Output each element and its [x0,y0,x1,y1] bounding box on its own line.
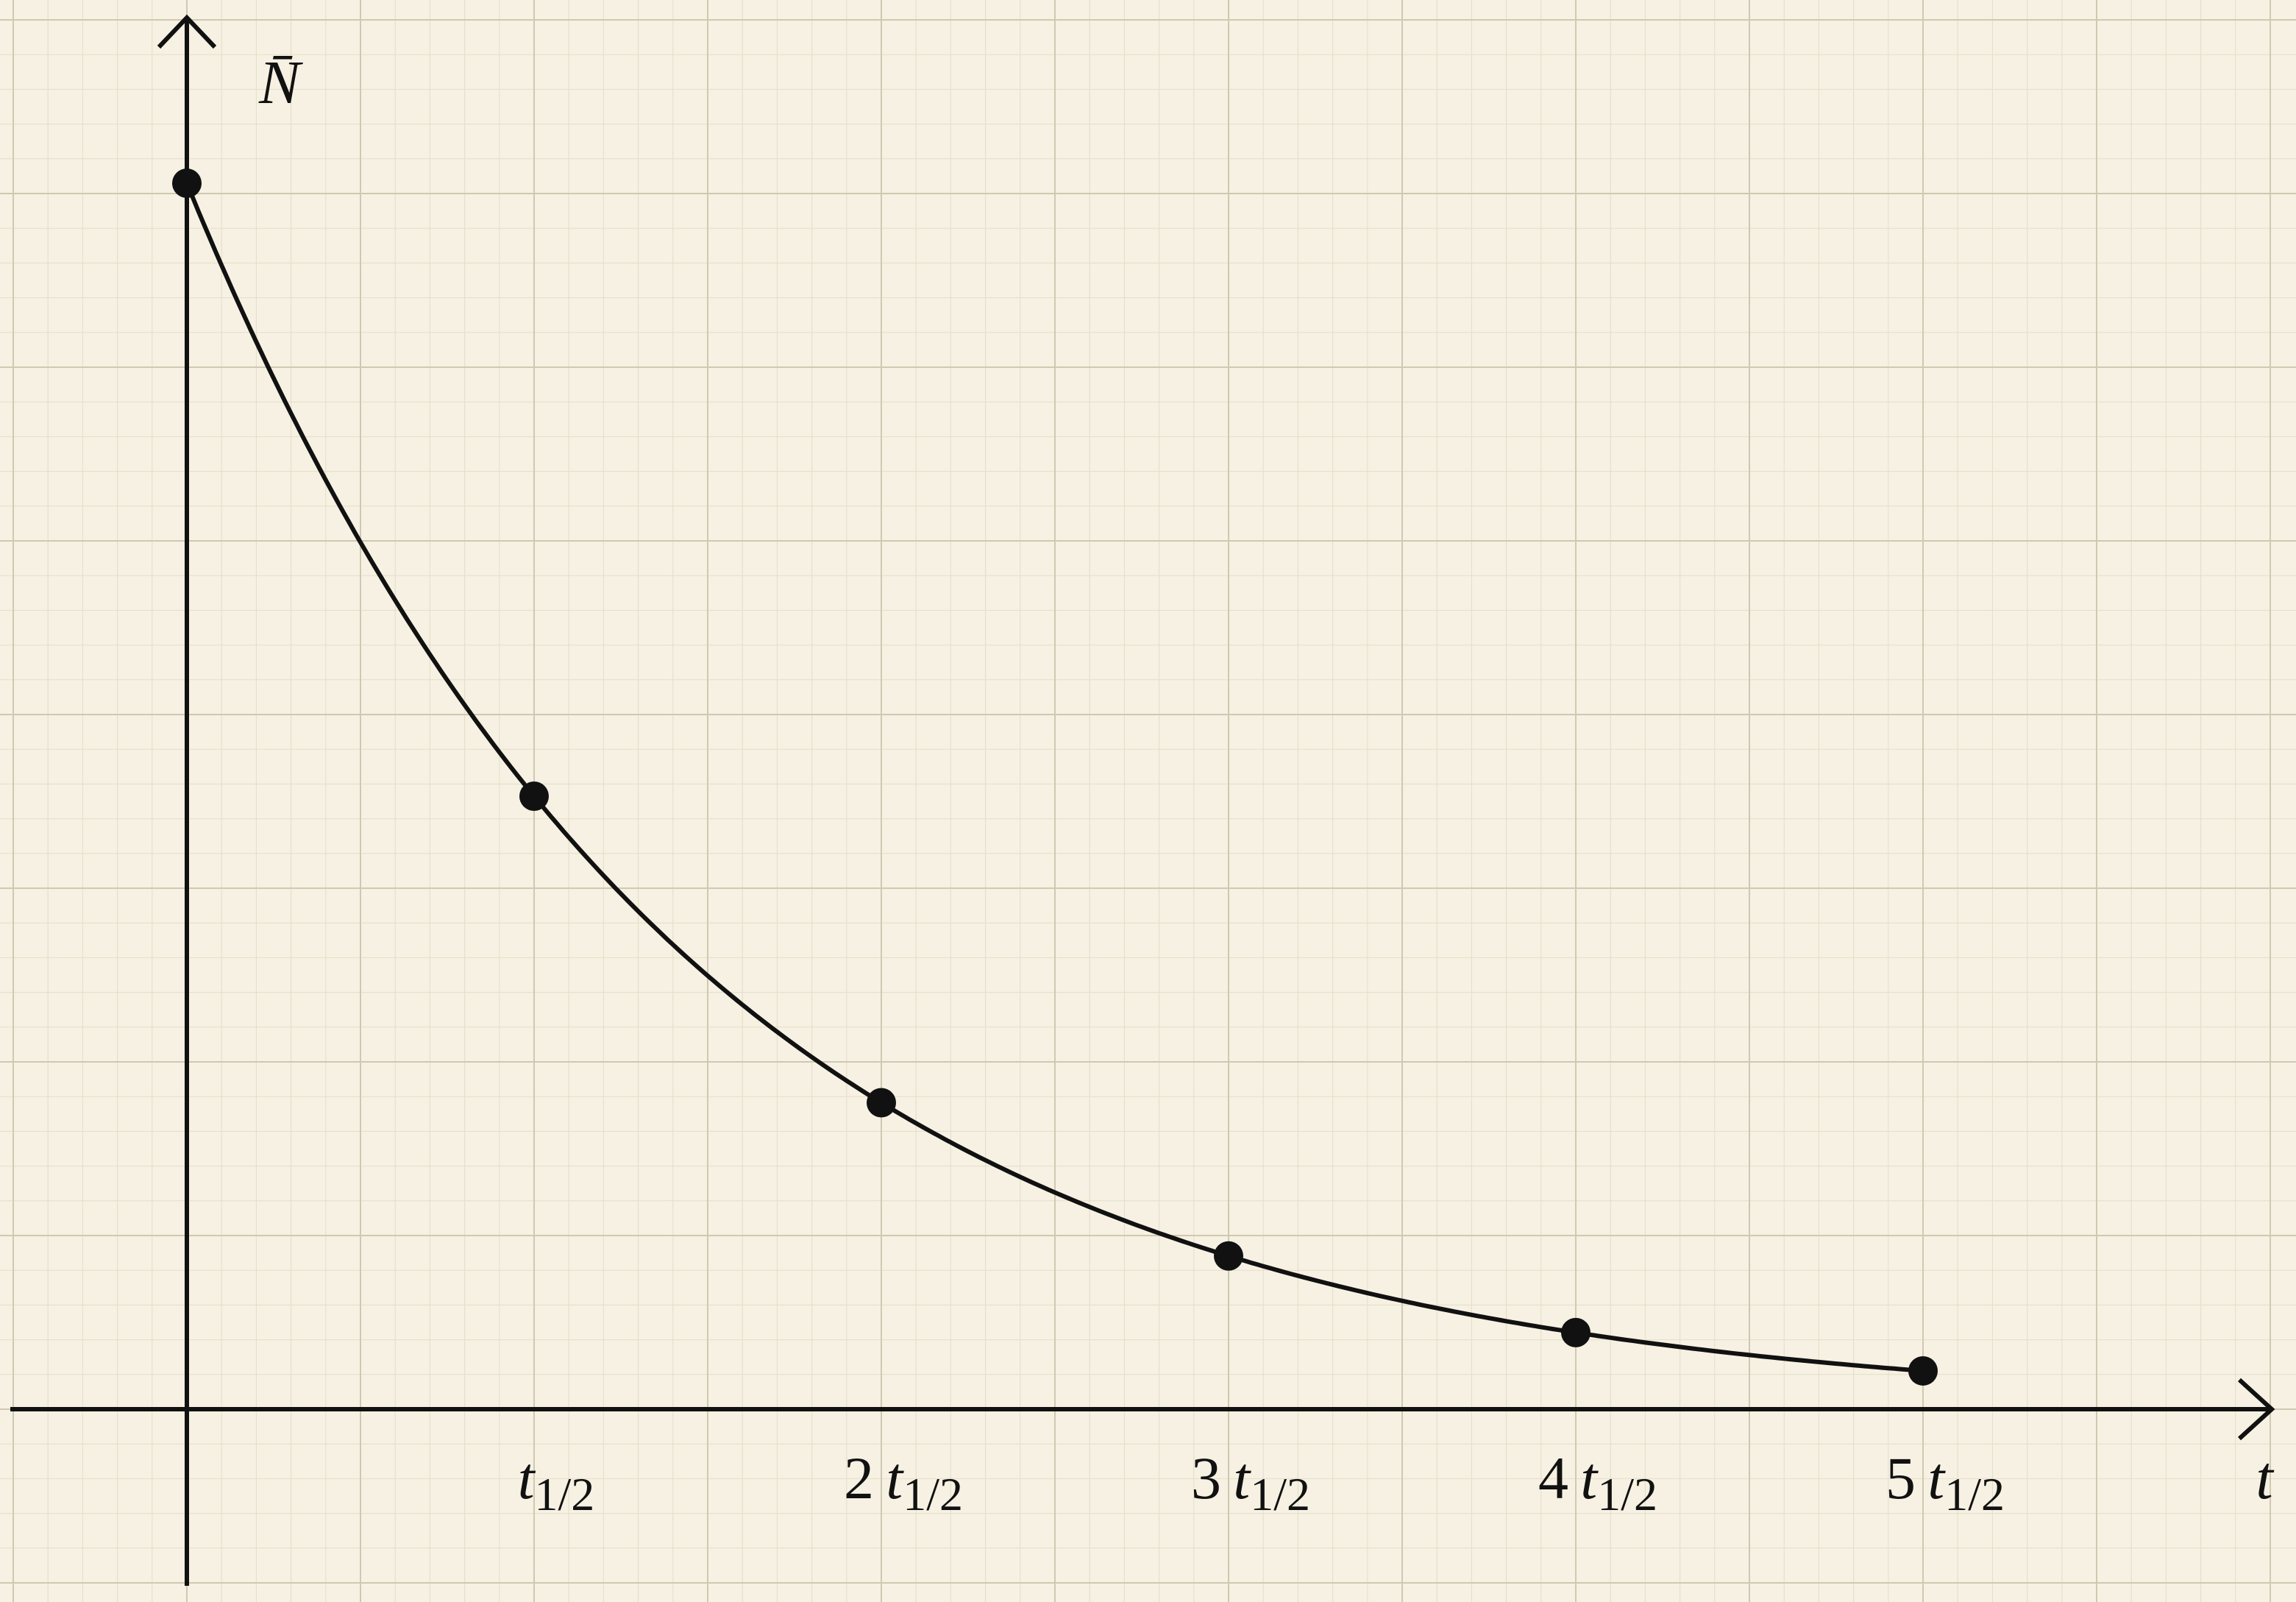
data-point [172,169,202,198]
x-tick-label: 3 t1/2 [1191,1445,1310,1520]
x-axis-arrow [2237,1378,2275,1441]
decay-curve [185,182,1924,1373]
data-point [1908,1355,1938,1386]
data-point [1561,1317,1591,1347]
y-axis-label: N̄ [258,49,303,117]
x-tick-label: t1/2 [518,1445,595,1520]
x-tick-label: 2 t1/2 [844,1445,963,1520]
axes [10,14,2275,1586]
data-point [867,1088,896,1118]
x-axis-label: t [2256,1444,2275,1512]
data-points [172,169,1938,1386]
x-tick-label: 4 t1/2 [1538,1445,1657,1520]
x-tick-labels: t1/2 2 t1/2 3 t1/2 4 t1/2 5 t1/2 [518,1445,2005,1520]
y-axis-arrow [157,14,217,49]
data-point [519,781,549,811]
x-tick-label: 5 t1/2 [1886,1445,2005,1520]
data-point [1214,1241,1243,1271]
